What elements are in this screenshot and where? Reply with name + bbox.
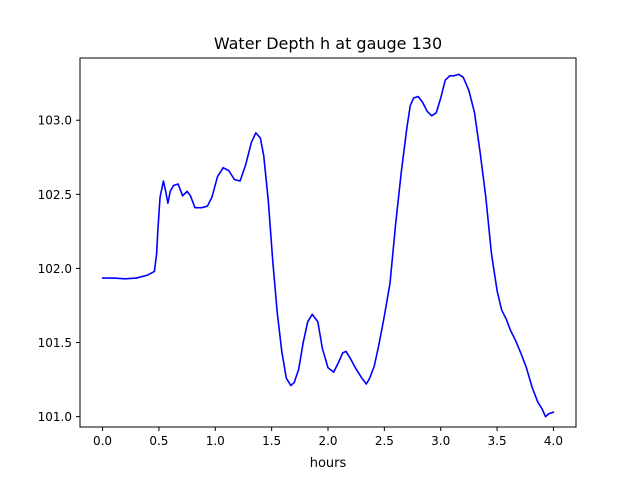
y-axis-ticks: 101.0 101.5 102.0 102.5 103.0	[38, 114, 80, 424]
x-axis-label: hours	[310, 456, 347, 471]
x-tick-label: 1.0	[206, 434, 225, 448]
x-tick-label: 1.5	[262, 434, 281, 448]
x-tick-label: 0.0	[93, 434, 112, 448]
plot-area-frame	[79, 57, 577, 428]
y-tick-label: 103.0	[38, 114, 72, 128]
chart-title: Water Depth h at gauge 130	[214, 34, 442, 53]
y-tick-label: 101.0	[38, 410, 72, 424]
x-tick-label: 2.5	[375, 434, 394, 448]
x-tick-label: 4.0	[544, 434, 563, 448]
x-tick-label: 2.0	[318, 434, 337, 448]
x-tick-label: 3.5	[488, 434, 507, 448]
x-tick-label: 3.0	[431, 434, 450, 448]
x-axis-ticks: 0.0 0.5 1.0 1.5 2.0 2.5 3.0 3.5 4.0	[93, 427, 563, 448]
series-layer	[101, 73, 555, 418]
series-line	[101, 73, 555, 418]
y-tick-label: 102.5	[38, 188, 72, 202]
y-tick-label: 102.0	[38, 262, 72, 276]
y-tick-label: 101.5	[38, 336, 72, 350]
x-tick-label: 0.5	[149, 434, 168, 448]
